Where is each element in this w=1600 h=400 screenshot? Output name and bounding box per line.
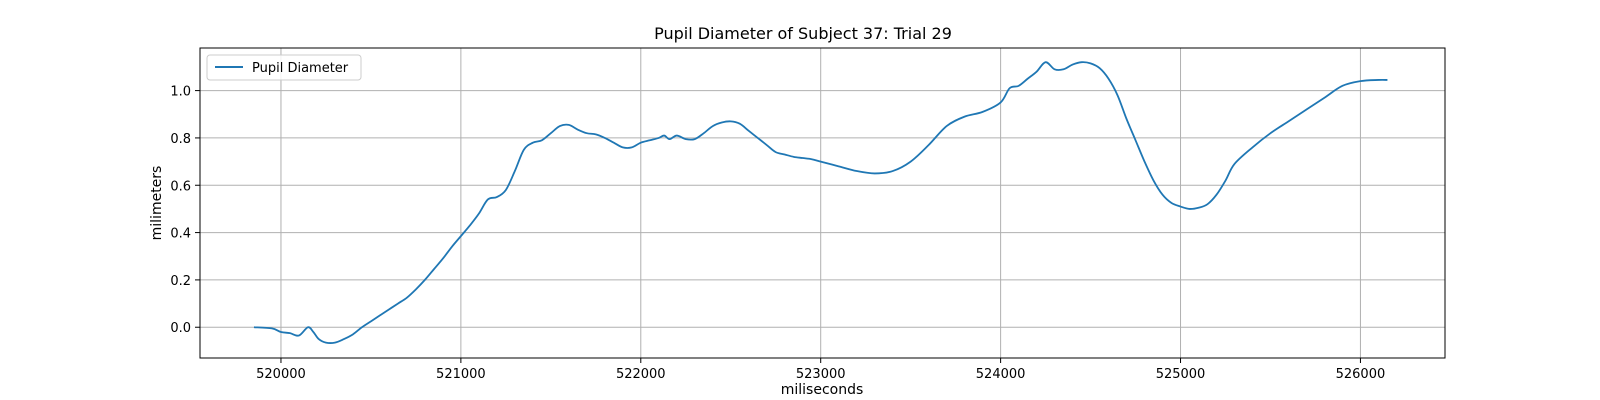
y-tick-label: 1.0 — [170, 85, 191, 100]
x-tick-label: 522000 — [616, 367, 666, 382]
grid — [200, 48, 1445, 358]
y-tick-label: 0.8 — [170, 132, 191, 147]
y-tick-label: 0.0 — [170, 321, 191, 336]
y-tick-label: 0.6 — [170, 179, 191, 194]
y-tick-label: 0.4 — [170, 227, 191, 242]
legend-entry-pupil-diameter: Pupil Diameter — [252, 61, 349, 76]
legend: Pupil Diameter — [206, 54, 362, 81]
series-group — [253, 61, 1388, 344]
x-tick-label: 520000 — [256, 367, 306, 382]
plot-frame — [199, 47, 1446, 359]
legend-box — [206, 54, 362, 81]
y-axis-label: milimeters — [149, 166, 165, 241]
x-tick-label: 524000 — [976, 367, 1026, 382]
x-axis-label: miliseconds — [781, 382, 864, 398]
x-tick-label: 525000 — [1156, 367, 1206, 382]
y-tick-label: 0.2 — [170, 274, 191, 289]
chart-title: Pupil Diameter of Subject 37: Trial 29 — [654, 24, 952, 43]
axis-ticks: 520000 521000 522000 523000 524000 525000 5260… — [170, 85, 1385, 382]
x-tick-label: 523000 — [796, 367, 846, 382]
x-tick-label: 521000 — [436, 367, 486, 382]
x-tick-label: 526000 — [1336, 367, 1386, 382]
series-line-pupil-diameter — [253, 61, 1388, 344]
